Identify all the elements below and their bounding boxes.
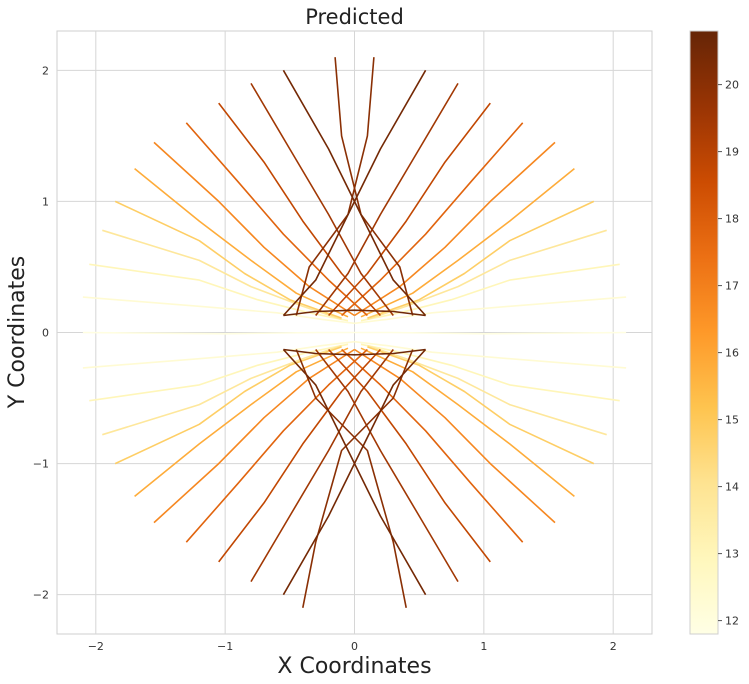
contour-line	[302, 349, 414, 608]
colorbar-tick-label: 16	[725, 347, 739, 360]
contour-line	[185, 122, 368, 317]
contour-line	[341, 348, 524, 543]
contour-line	[367, 346, 595, 465]
contour-line	[82, 331, 627, 335]
contour-line	[218, 348, 381, 563]
contour-line	[282, 348, 427, 596]
contour-line	[295, 349, 407, 608]
x-tick-label: −2	[88, 640, 104, 653]
x-tick-label: −1	[217, 640, 233, 653]
contour-line	[360, 347, 575, 498]
contour-line	[89, 263, 349, 322]
chart-title: Predicted	[305, 5, 404, 29]
x-tick-label: 2	[610, 640, 617, 653]
contour-line	[341, 122, 524, 317]
contour-line	[354, 348, 556, 524]
contour-line	[354, 296, 627, 325]
contour-line	[134, 167, 349, 318]
contour-line	[315, 82, 459, 316]
contour-line	[367, 229, 607, 321]
contour-line	[282, 69, 427, 317]
y-tick-label: 2	[42, 64, 49, 77]
contour-line	[89, 343, 349, 402]
y-axis-ticks: −2 −1 0 1 2	[33, 64, 49, 601]
colorbar-tick-label: 19	[725, 146, 739, 159]
y-axis-label: Y Coordinates	[5, 256, 30, 410]
contour-line	[250, 82, 394, 316]
contour-line	[354, 340, 627, 369]
contour-line	[315, 349, 459, 583]
colorbar-tick-label: 20	[725, 79, 739, 92]
contour-line	[185, 348, 368, 543]
contour-line	[250, 349, 394, 583]
x-tick-label: 1	[480, 640, 487, 653]
contour-line	[282, 348, 427, 596]
x-tick-label: 0	[351, 640, 358, 653]
contour-line	[114, 200, 342, 319]
contour-line	[114, 346, 342, 465]
colorbar	[689, 30, 719, 635]
colorbar-ticks: 12 13 14 15 16 17 18 19 20	[718, 79, 739, 628]
contour-line	[82, 340, 355, 369]
y-tick-label: 1	[42, 195, 49, 208]
contour-lines	[82, 57, 627, 608]
contour-line	[328, 102, 491, 317]
colorbar-tick-label: 12	[725, 615, 739, 628]
contour-line	[82, 296, 355, 325]
contour-line	[367, 344, 607, 436]
contour-line	[354, 141, 556, 317]
y-tick-label: −1	[33, 458, 49, 471]
contour-line	[367, 200, 595, 319]
contour-line	[283, 348, 426, 356]
contour-line	[102, 344, 342, 436]
colorbar-tick-label: 13	[725, 548, 739, 561]
contour-line	[102, 229, 342, 321]
y-tick-label: 0	[42, 327, 49, 340]
colorbar-tick-label: 17	[725, 280, 739, 293]
colorbar-tick-label: 15	[725, 414, 739, 427]
contour-line	[282, 69, 427, 317]
x-axis-ticks: −2 −1 0 1 2	[88, 640, 617, 653]
contour-line	[134, 347, 349, 498]
contour-line	[360, 167, 575, 318]
contour-line	[360, 343, 620, 402]
contour-line	[283, 309, 426, 317]
colorbar-tick-label: 18	[725, 213, 739, 226]
colorbar-tick-label: 14	[725, 481, 739, 494]
y-tick-label: −2	[33, 589, 49, 602]
contour-line	[360, 263, 620, 322]
x-axis-label: X Coordinates	[277, 654, 431, 679]
contour-line	[153, 348, 355, 524]
contour-line	[153, 141, 355, 317]
